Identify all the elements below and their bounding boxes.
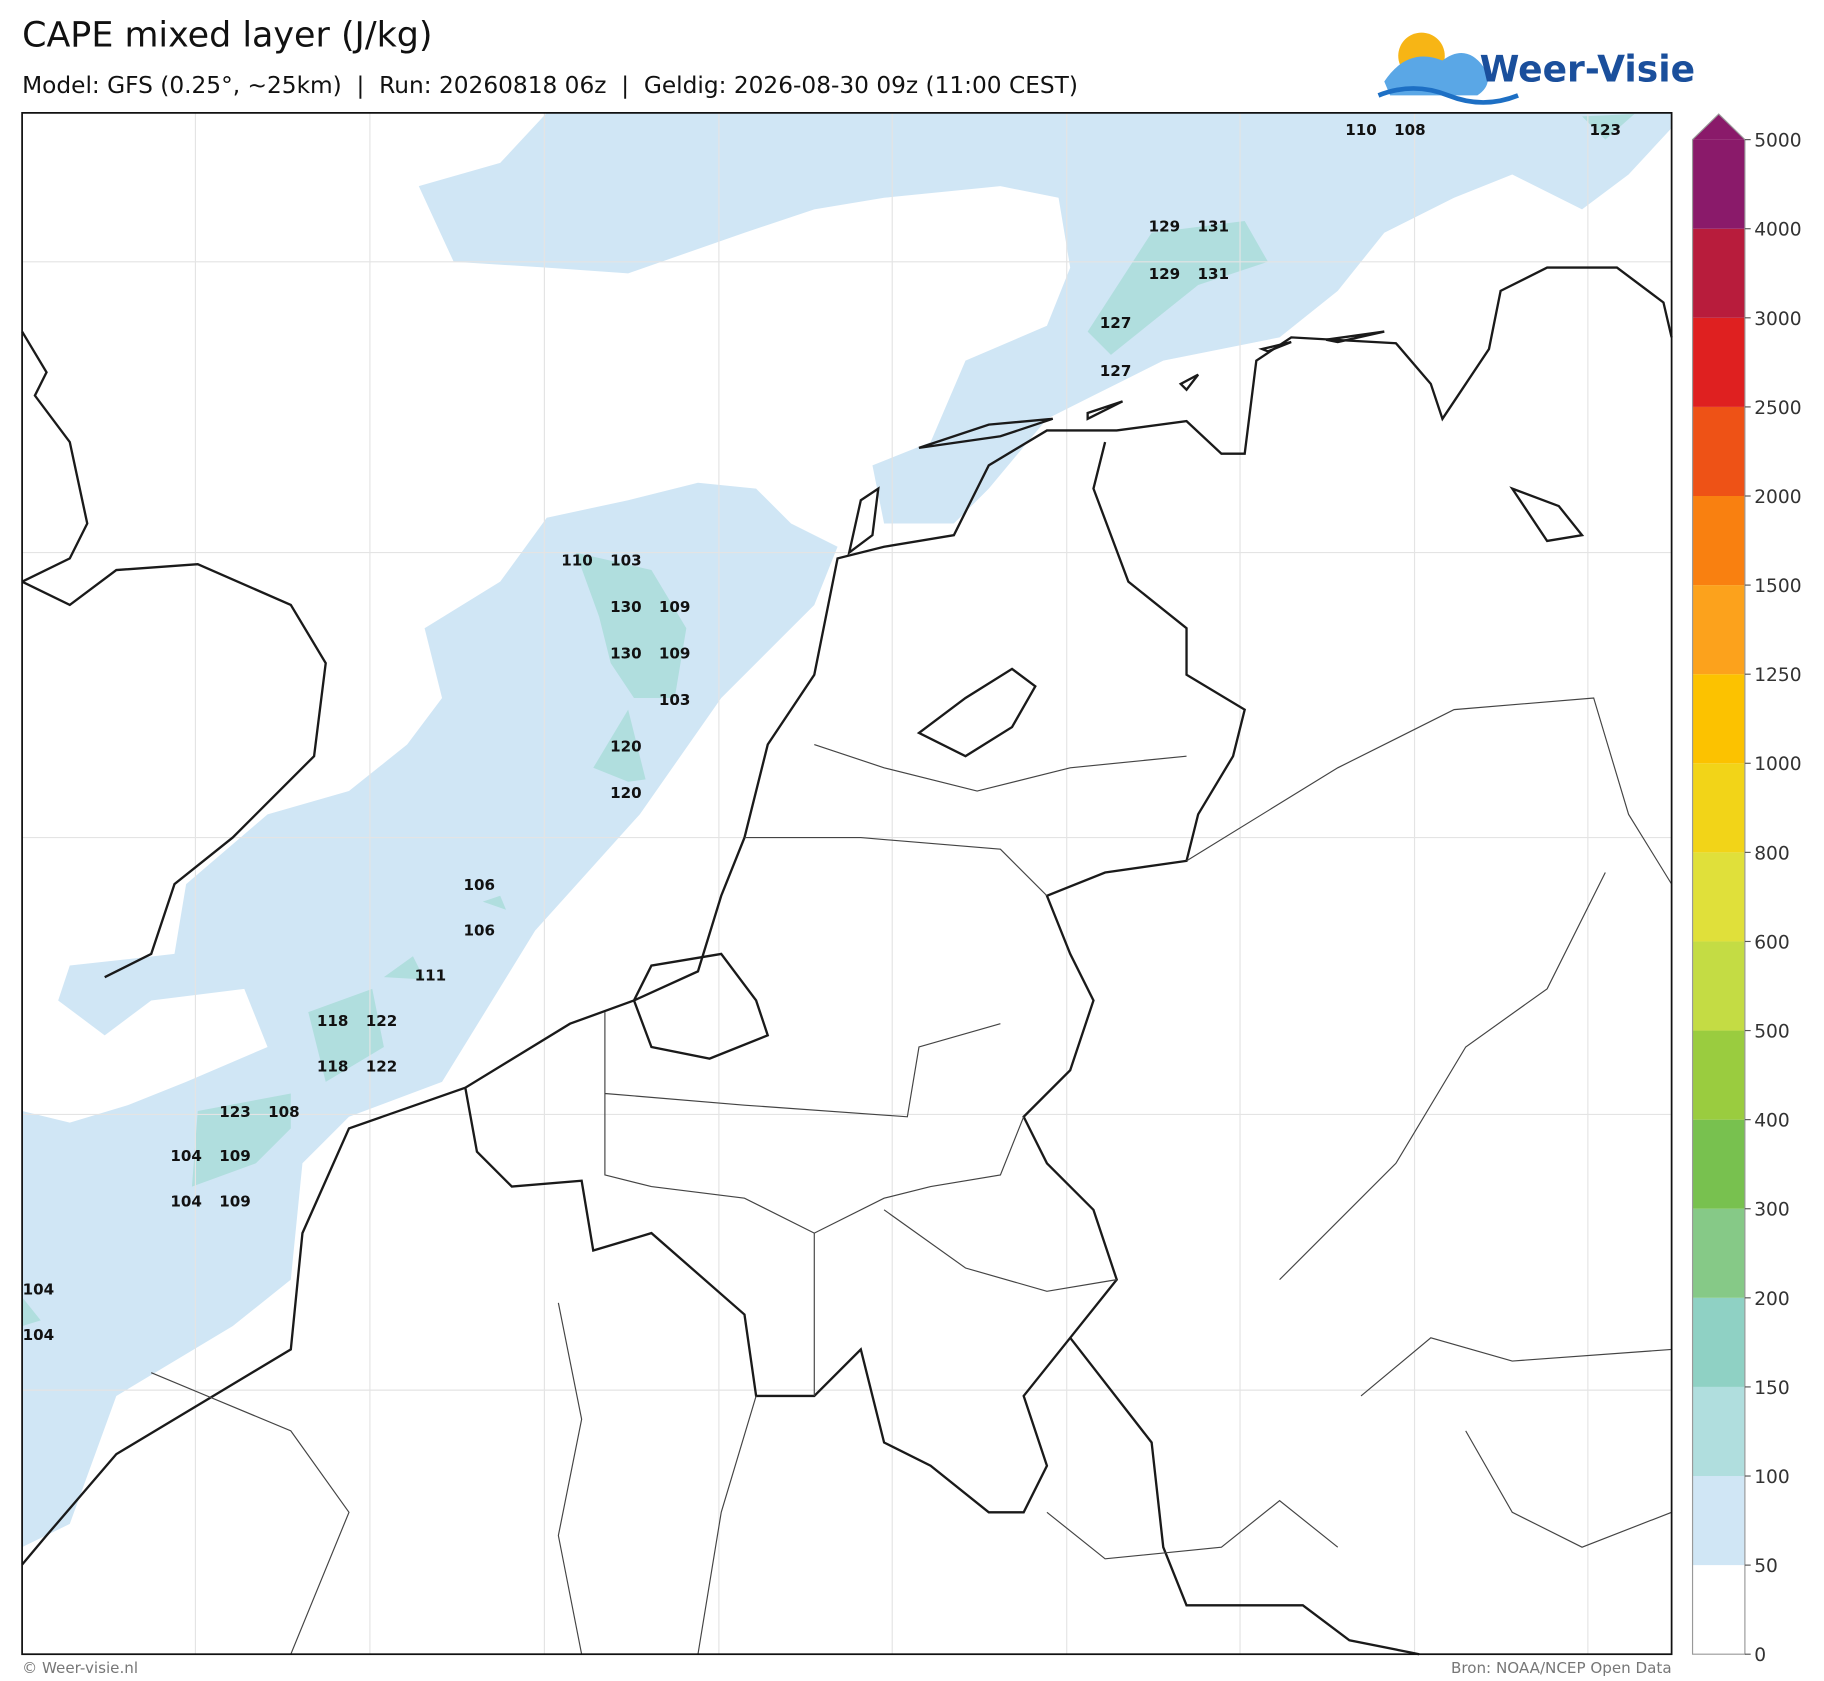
colorbar-tick-label: 1000 [1754, 754, 1801, 775]
cape-label: 110 [561, 551, 593, 569]
colorbar-band [1692, 1208, 1745, 1298]
colorbar-tick-label: 2500 [1754, 398, 1801, 419]
colorbar-band [1692, 1476, 1745, 1566]
cape-label: 122 [366, 1057, 398, 1075]
footer-right: Bron: NOAA/NCEP Open Data [1451, 1659, 1672, 1677]
colorbar-tick-label: 0 [1754, 1645, 1766, 1666]
logo-text: Weer-Visie [1480, 48, 1695, 90]
footer-left: © Weer-visie.nl [22, 1659, 138, 1677]
colorbar-band [1692, 496, 1745, 586]
colorbar-band [1692, 1030, 1745, 1120]
cape-label: 110 [1345, 121, 1377, 139]
cape-label: 109 [219, 1192, 251, 1210]
colorbar-outline [1691, 113, 1746, 1655]
cape-label: 123 [219, 1103, 251, 1121]
logo: Weer-Visie [1377, 32, 1695, 105]
colorbar-tick-label: 150 [1754, 1378, 1790, 1399]
colorbar-band [1692, 228, 1745, 318]
cape-label: 104 [23, 1326, 55, 1344]
colorbar-band [1692, 674, 1745, 764]
cape-label: 109 [219, 1147, 251, 1165]
colorbar-tick-label: 100 [1754, 1467, 1790, 1488]
colorbar-tick-label: 300 [1754, 1200, 1790, 1221]
cape-label: 120 [610, 738, 642, 756]
colorbar-band [1692, 1565, 1745, 1655]
colorbar-tick-label: 200 [1754, 1289, 1790, 1310]
colorbar-band [1692, 852, 1745, 942]
colorbar-band [1692, 406, 1745, 497]
colorbar-tick-label: 5000 [1754, 131, 1801, 152]
colorbar-band [1692, 317, 1745, 407]
colorbar-tick-label: 1250 [1754, 665, 1801, 686]
cape-label: 106 [463, 921, 495, 939]
cape-label: 131 [1198, 218, 1230, 236]
cape-label: 103 [610, 551, 642, 569]
cape-label: 129 [1149, 218, 1181, 236]
title: CAPE mixed layer (J/kg) [22, 16, 432, 56]
colorbar-band [1692, 1119, 1745, 1209]
cape-label: 111 [415, 967, 447, 985]
cape-label: 104 [170, 1147, 202, 1165]
cape-label: 108 [268, 1103, 300, 1121]
map: 110 108 123 129 131 129 131 127 127 110 103 130 109 1… [21, 112, 1673, 1656]
cape-label: 109 [659, 644, 691, 662]
cape-label: 118 [317, 1012, 349, 1030]
cape-label: 130 [610, 644, 642, 662]
colorbar-tick-label: 1500 [1754, 576, 1801, 597]
cape-label: 123 [1590, 121, 1622, 139]
cape-label: 109 [659, 598, 691, 616]
colorbar-band [1692, 941, 1745, 1031]
colorbar-tick-label: 4000 [1754, 220, 1801, 241]
colorbar-tick-label: 2000 [1754, 487, 1801, 508]
colorbar-tick-label: 50 [1754, 1556, 1778, 1577]
subtitle: Model: GFS (0.25°, ~25km) | Run: 2026081… [22, 72, 1078, 99]
cape-label: 106 [463, 876, 495, 894]
cape-label: 108 [1394, 121, 1426, 139]
colorbar-band [1692, 763, 1745, 853]
colorbar-tick-label: 800 [1754, 843, 1790, 864]
cape-label: 103 [659, 691, 691, 709]
cape-label: 129 [1149, 265, 1181, 283]
colorbar-tick-label: 600 [1754, 932, 1790, 953]
cape-label: 104 [23, 1281, 55, 1299]
cape-label: 131 [1198, 265, 1230, 283]
colorbar-band [1692, 1297, 1745, 1387]
colorbar-band [1692, 585, 1745, 675]
cape-label: 130 [610, 598, 642, 616]
cape-label: 118 [317, 1057, 349, 1075]
colorbar-band [1692, 139, 1745, 229]
colorbar-tick-label: 400 [1754, 1111, 1790, 1132]
colorbar-tick-label: 500 [1754, 1022, 1790, 1043]
cape-label: 127 [1100, 314, 1132, 332]
cape-label: 127 [1100, 362, 1132, 380]
colorbar: 0 50 100 150 200 300 400 500 600 800 1000 1250 1500 2… [1691, 113, 1802, 1666]
cape-label: 122 [366, 1012, 398, 1030]
cape-label: 120 [610, 784, 642, 802]
colorbar-band [1692, 1386, 1745, 1477]
colorbar-tick-label: 3000 [1754, 309, 1801, 330]
colorbar-extend [1692, 114, 1745, 140]
cape-label: 104 [170, 1192, 202, 1210]
